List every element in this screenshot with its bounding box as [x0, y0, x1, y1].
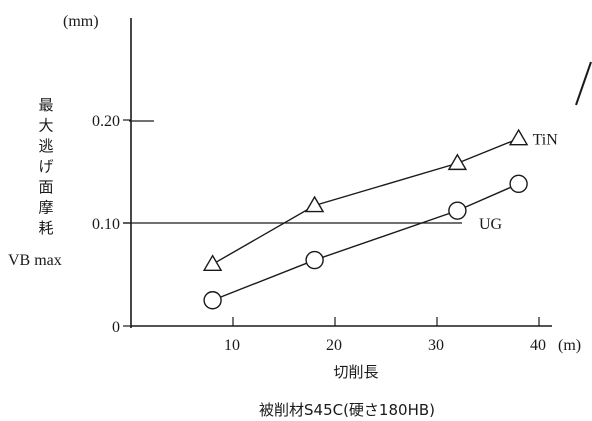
x-tick-label: 10	[224, 337, 240, 354]
y-axis-title-char: 大	[38, 117, 53, 135]
circle-marker	[305, 250, 324, 270]
series-ug: UG	[203, 174, 528, 310]
y-ticks: 0 0.10 0.20	[92, 113, 131, 336]
y-axis-title-char: 面	[38, 178, 53, 196]
chart-caption: 被削材S45C(硬さ180HB)	[259, 401, 435, 419]
y-tick-label: 0.10	[92, 216, 120, 233]
x-tick-label: 40	[530, 337, 546, 354]
circle-marker	[509, 174, 528, 194]
x-ticks: 10 20 30 40	[224, 317, 546, 354]
y-axis-title-char: 耗	[38, 219, 53, 237]
series: TiN UG	[202, 128, 559, 310]
triangle-marker	[304, 195, 325, 213]
y-axis-title-char: 逃	[38, 137, 53, 155]
series-label: UG	[479, 216, 503, 233]
series-line	[212, 137, 519, 265]
circle-marker	[448, 201, 467, 220]
y-tick-label: 0	[112, 319, 120, 336]
circle-marker	[203, 291, 222, 310]
edge-stroke	[575, 61, 592, 106]
triangle-marker	[508, 128, 529, 146]
triangle-marker	[447, 153, 468, 171]
y-tick-label: 0.20	[92, 113, 120, 130]
x-tick-label: 30	[428, 337, 444, 354]
x-tick-label: 20	[326, 337, 342, 354]
x-axis-title: 切削長	[333, 363, 378, 381]
y-axis-symbol: VB max	[8, 252, 62, 269]
series-line	[212, 183, 519, 301]
y-axis-title-char: げ	[38, 158, 53, 176]
x-unit-label: (m)	[558, 337, 581, 354]
series-label: TiN	[533, 132, 559, 149]
triangle-marker	[202, 254, 223, 272]
series-tin: TiN	[202, 128, 559, 272]
y-unit-label: (mm)	[63, 13, 99, 30]
y-axis-title-char: 最	[38, 96, 53, 114]
y-axis-title-char: 摩	[38, 199, 53, 217]
